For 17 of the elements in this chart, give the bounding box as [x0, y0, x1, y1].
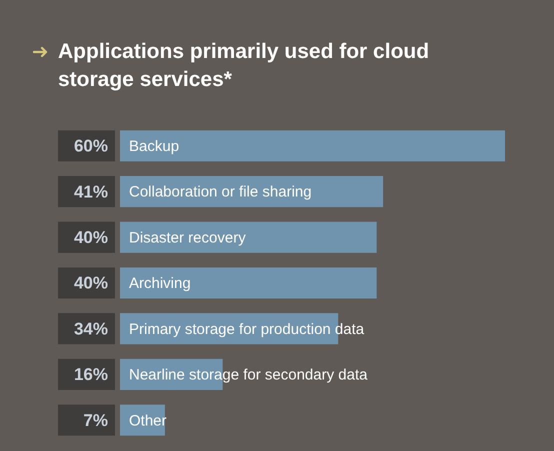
data-label: 34%: [74, 319, 108, 338]
y-tick-label: Disaster recovery: [129, 229, 246, 246]
chart-title: Applications primarily used for cloud storage services*: [58, 39, 430, 93]
data-label: 60%: [74, 136, 108, 156]
data-label: 41%: [74, 182, 108, 202]
y-tick-label: Archiving: [129, 275, 191, 292]
data-label: 40%: [74, 274, 108, 293]
y-tick-label: Backup: [129, 138, 180, 155]
bar: [120, 130, 505, 162]
bar: [120, 267, 377, 299]
y-tick-label: Collaboration or file sharing: [129, 184, 312, 201]
data-label: 40%: [74, 228, 108, 247]
bar: [120, 176, 384, 208]
y-tick-label: Primary storage for production data: [129, 320, 365, 338]
data-label: 16%: [74, 365, 108, 384]
bar: [120, 222, 377, 253]
data-label: 7%: [83, 410, 108, 430]
